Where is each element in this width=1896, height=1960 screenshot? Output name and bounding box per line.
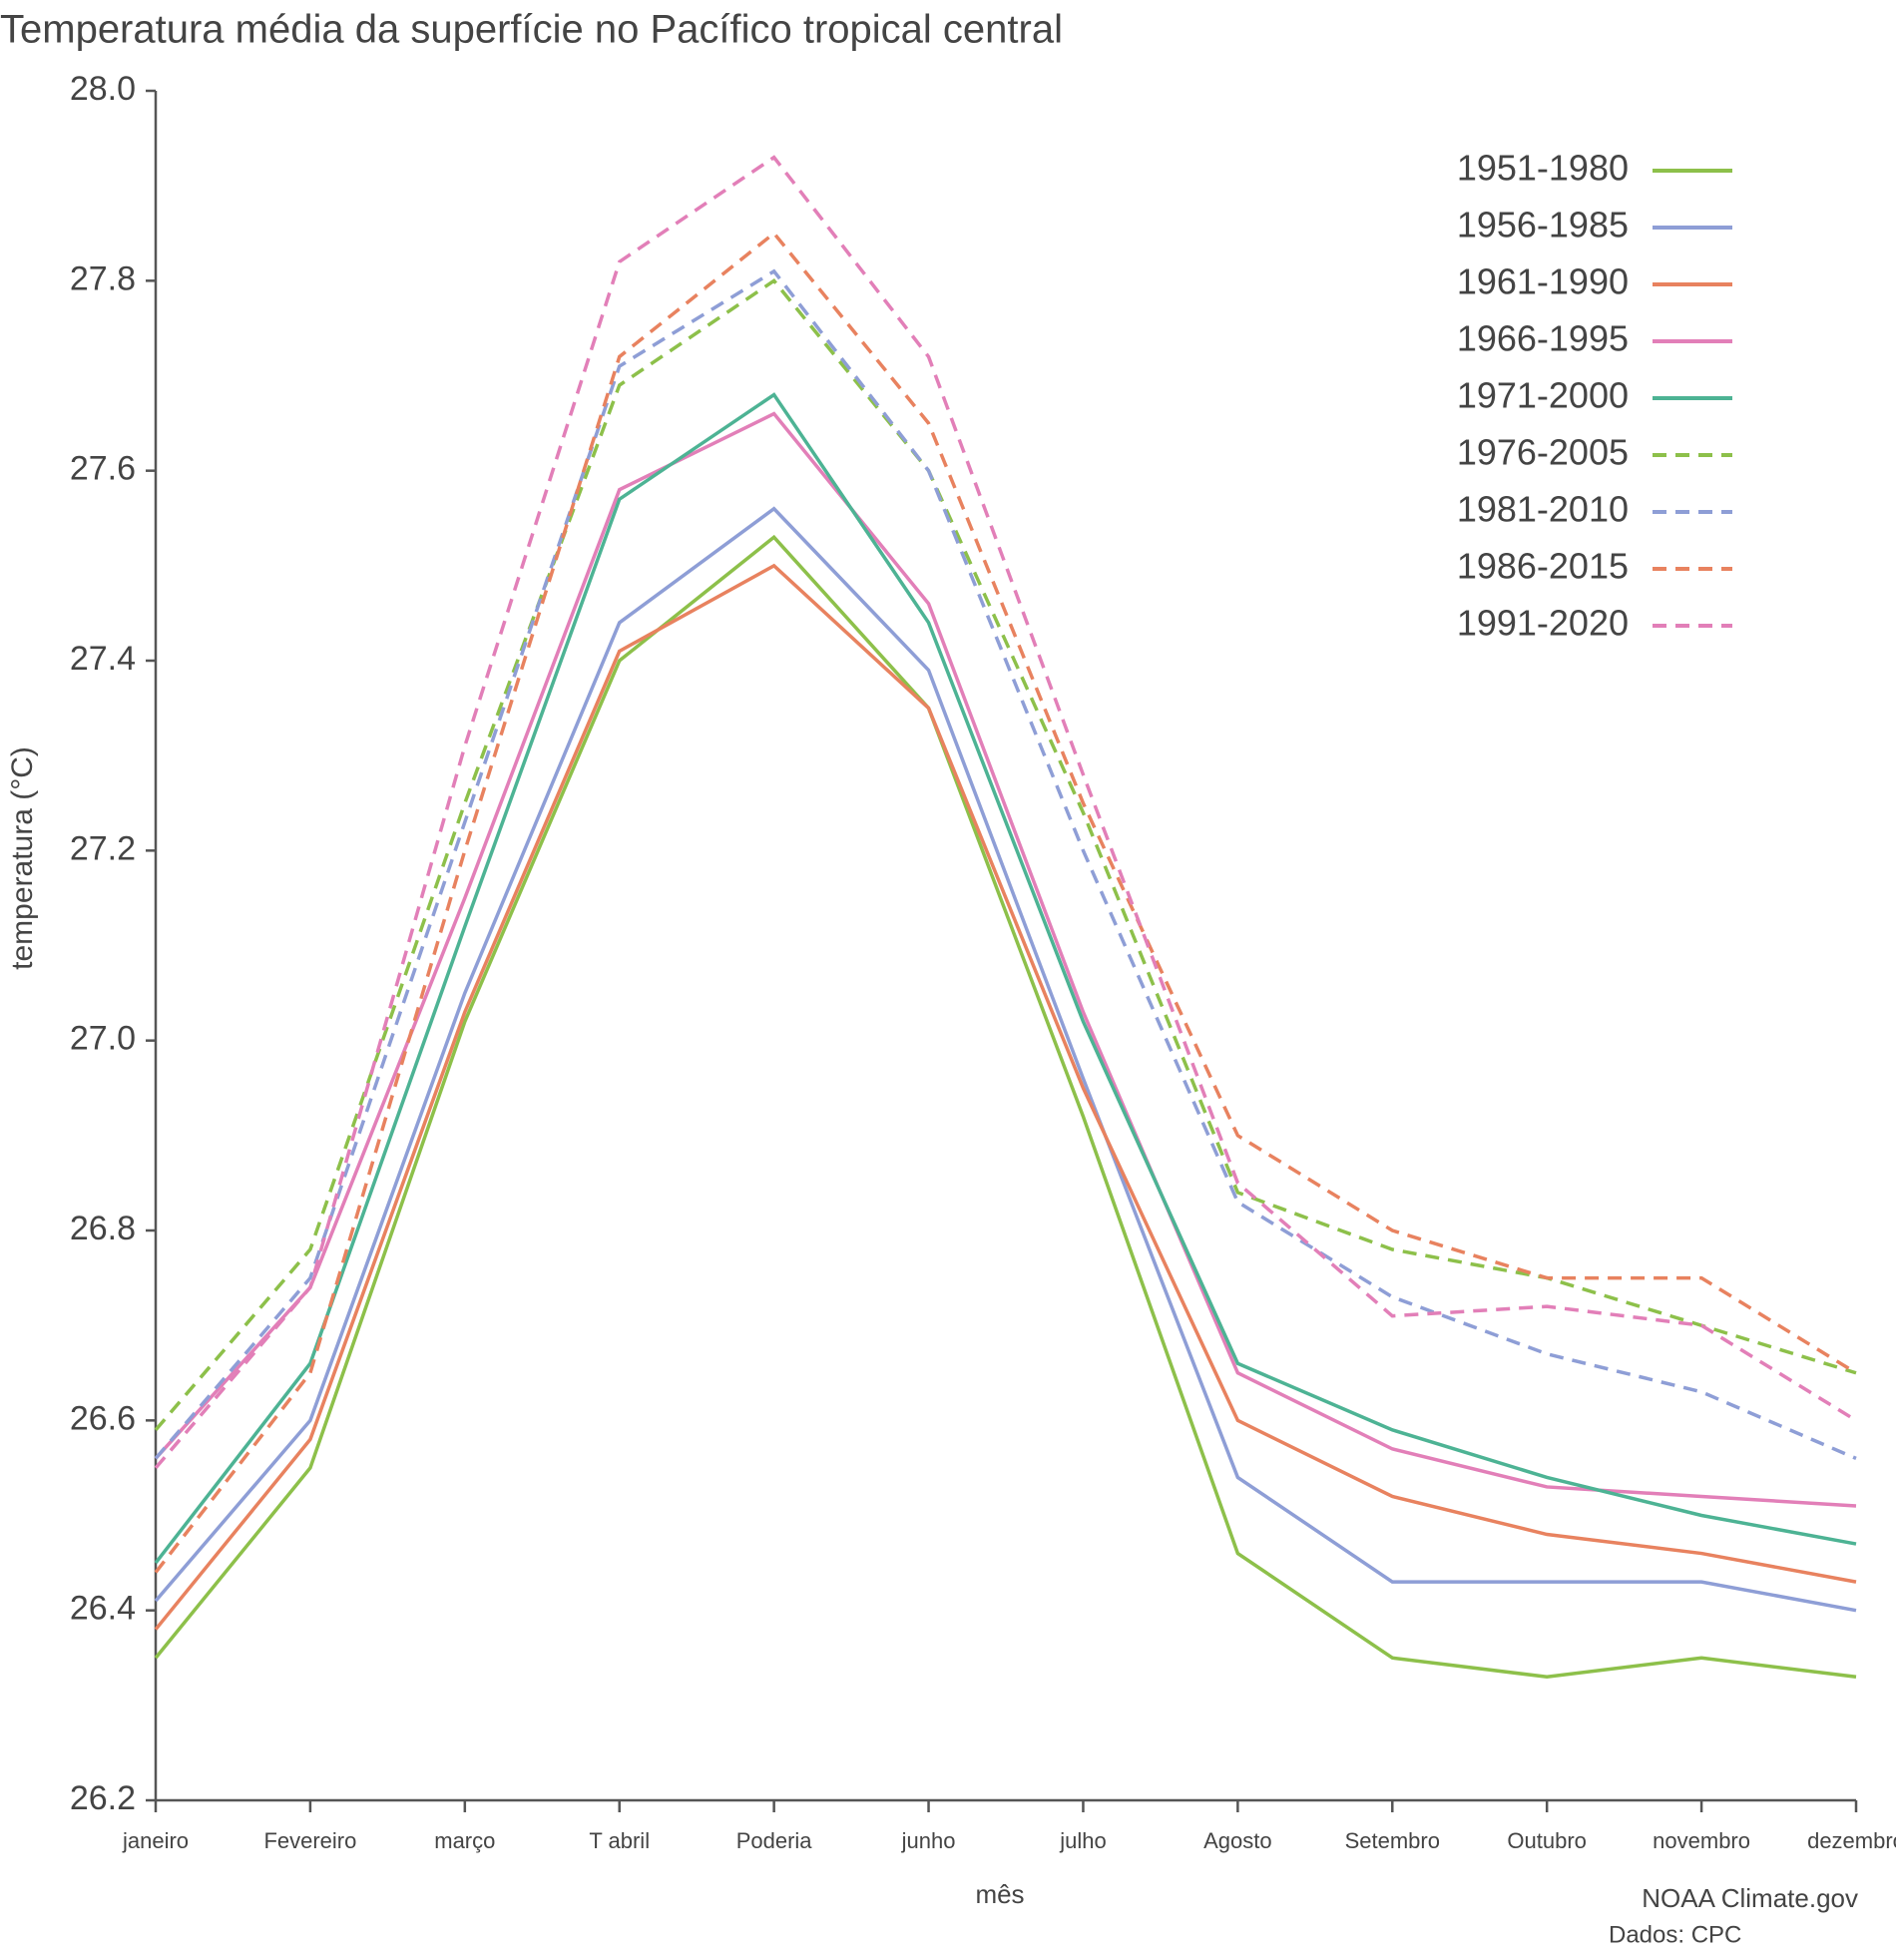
legend-label: 1971-2000 bbox=[1457, 375, 1629, 416]
series-line bbox=[154, 563, 1857, 1631]
y-tick-label: 26.6 bbox=[70, 1399, 136, 1437]
x-tick-label: Poderia bbox=[736, 1828, 813, 1853]
legend-label: 1956-1985 bbox=[1457, 205, 1629, 245]
x-tick-label: novembro bbox=[1653, 1828, 1750, 1853]
x-tick-label: julho bbox=[1059, 1828, 1106, 1853]
series-line bbox=[154, 411, 1857, 1508]
series-line bbox=[154, 534, 1857, 1680]
y-axis-label: temperatura (°C) bbox=[6, 746, 39, 970]
y-tick-label: 27.8 bbox=[70, 259, 136, 297]
x-tick-label: janeiro bbox=[122, 1828, 189, 1853]
x-tick-label: junho bbox=[901, 1828, 956, 1853]
x-axis-label: mês bbox=[975, 1879, 1024, 1909]
y-tick-label: 28.0 bbox=[70, 70, 136, 108]
x-tick-label: Outubro bbox=[1507, 1828, 1587, 1853]
x-tick-label: dezembro bbox=[1807, 1828, 1896, 1853]
y-tick-label: 26.8 bbox=[70, 1210, 136, 1247]
series-line bbox=[154, 155, 1857, 1470]
legend-label: 1976-2005 bbox=[1457, 432, 1629, 473]
legend-label: 1966-1995 bbox=[1457, 318, 1629, 359]
legend-label: 1961-1990 bbox=[1457, 261, 1629, 302]
legend-label: 1951-1980 bbox=[1457, 148, 1629, 189]
x-tick-label: Fevereiro bbox=[263, 1828, 356, 1853]
y-tick-label: 26.2 bbox=[70, 1779, 136, 1817]
legend-label: 1981-2010 bbox=[1457, 489, 1629, 530]
chart-title: Temperatura média da superfície no Pacíf… bbox=[0, 8, 1063, 52]
legend-label: 1986-2015 bbox=[1457, 546, 1629, 587]
y-tick-label: 27.6 bbox=[70, 450, 136, 488]
y-tick-label: 26.4 bbox=[70, 1590, 136, 1628]
y-tick-label: 27.2 bbox=[70, 829, 136, 867]
x-tick-label: Setembro bbox=[1345, 1828, 1440, 1853]
x-tick-label: março bbox=[434, 1828, 495, 1853]
series-line bbox=[154, 231, 1857, 1574]
legend-label: 1991-2020 bbox=[1457, 603, 1629, 644]
credit: Dados: CPC bbox=[1609, 1921, 1741, 1948]
series-line bbox=[154, 506, 1857, 1613]
series-line bbox=[154, 392, 1857, 1565]
series-line bbox=[154, 277, 1857, 1431]
x-tick-label: Agosto bbox=[1203, 1828, 1272, 1853]
x-tick-label: T abril bbox=[589, 1828, 650, 1853]
credit: NOAA Climate.gov bbox=[1642, 1883, 1858, 1913]
y-tick-label: 27.0 bbox=[70, 1020, 136, 1058]
y-tick-label: 27.4 bbox=[70, 640, 136, 678]
series-line bbox=[154, 268, 1857, 1461]
